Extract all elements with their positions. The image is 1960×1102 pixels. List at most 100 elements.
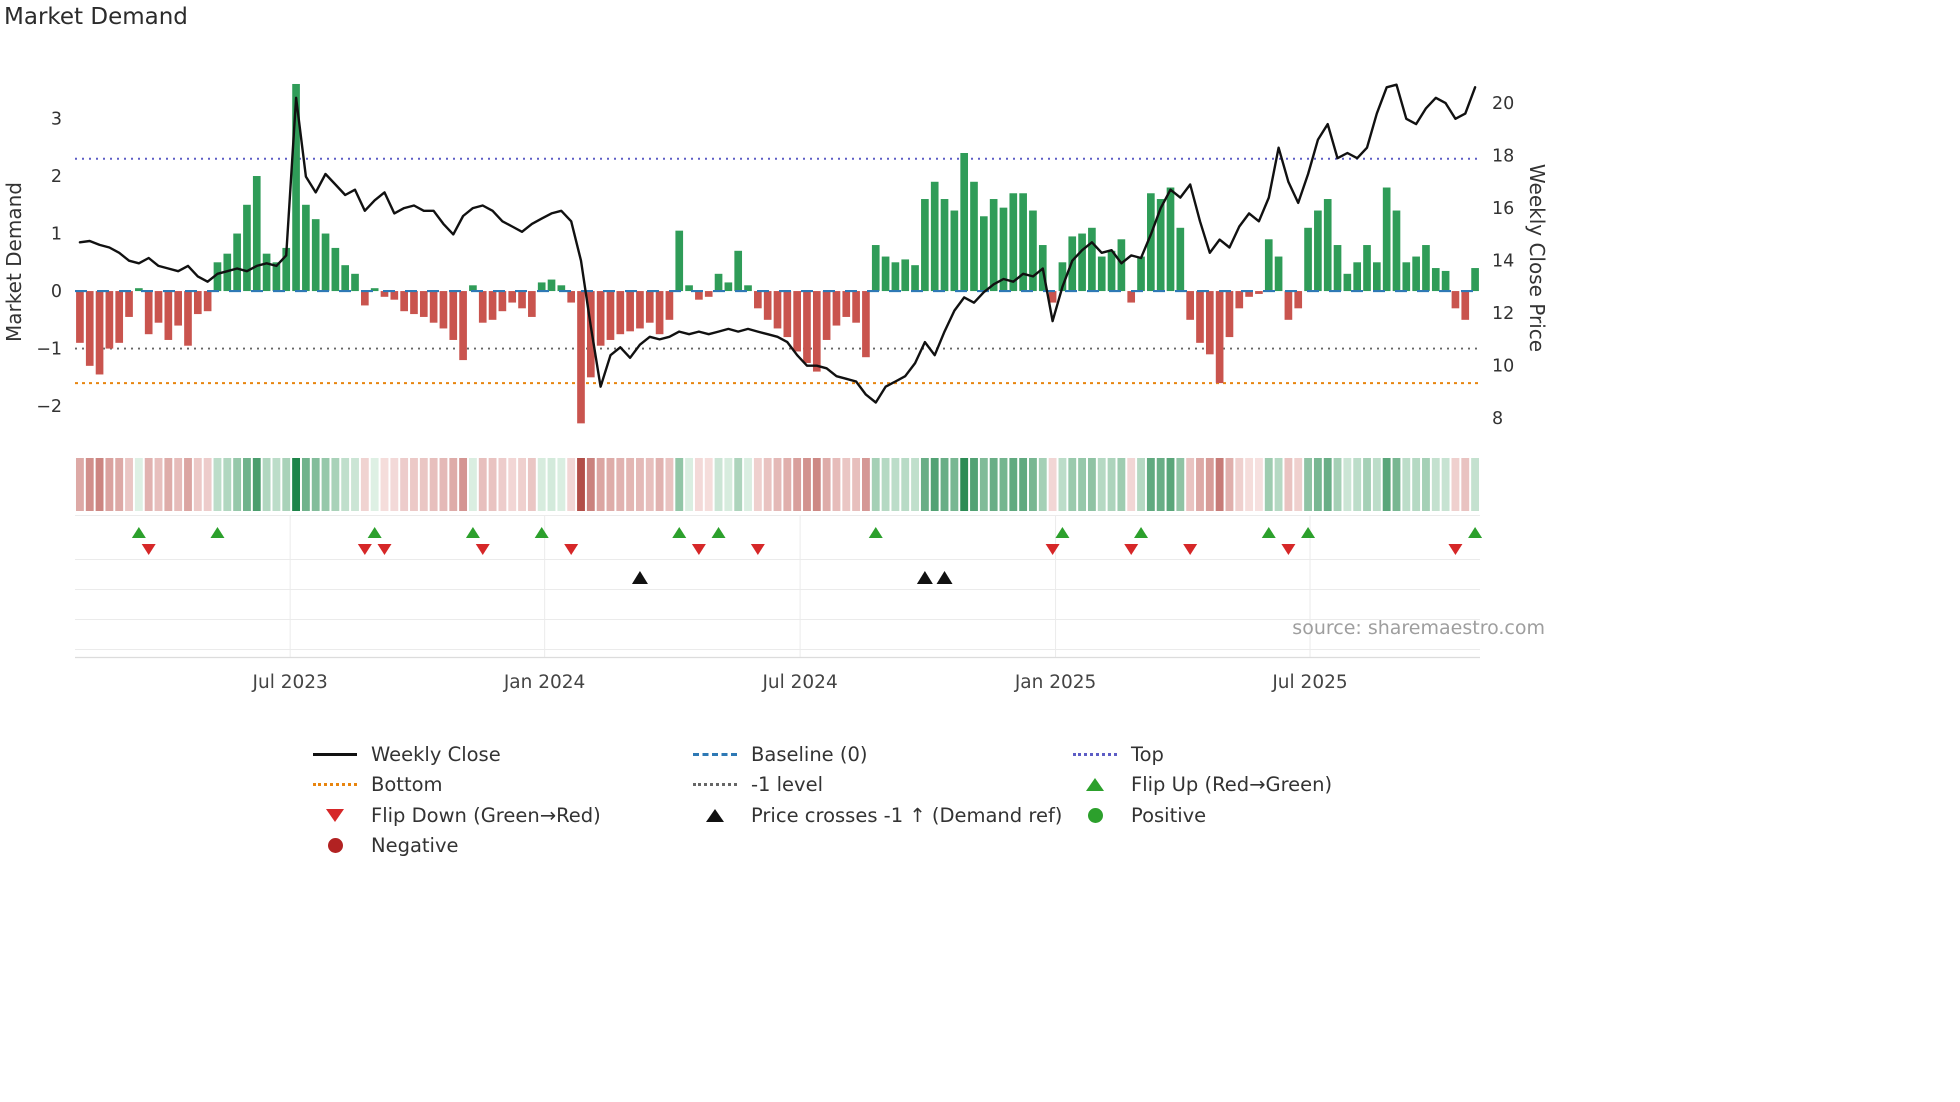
demand-bar	[724, 282, 733, 292]
flip-up-marker	[1261, 527, 1276, 538]
heatmap-cell	[1215, 458, 1224, 511]
heatmap-cell	[1392, 458, 1401, 511]
flip-down-marker	[475, 544, 490, 555]
heatmap-cell	[1255, 458, 1263, 511]
heatmap-cell	[1363, 458, 1371, 511]
demand-bar	[695, 291, 703, 300]
demand-bar	[449, 291, 458, 340]
heatmap-cell	[1451, 458, 1460, 511]
demand-bar	[1284, 291, 1293, 320]
flip-down-marker	[1045, 544, 1060, 555]
demand-bar	[1451, 291, 1460, 309]
heatmap-cell	[193, 458, 202, 511]
left-axis-tick: 0	[51, 282, 62, 302]
heatmap-cell	[498, 458, 507, 511]
heatmap-cell	[842, 458, 851, 511]
heatmap-cell	[645, 458, 654, 511]
demand-bar	[203, 291, 212, 312]
heatmap-cell	[1156, 458, 1165, 511]
right-axis-tick: 12	[1492, 304, 1514, 324]
heatmap-cell	[360, 458, 369, 511]
demand-bar	[1343, 273, 1352, 292]
heatmap-cell	[1225, 458, 1234, 511]
legend-item-price-cross: Price crosses -1 ↑ (Demand ref)	[693, 800, 1062, 831]
heatmap-cell	[1304, 458, 1312, 511]
demand-bar	[262, 253, 271, 292]
heatmap-cell	[1068, 458, 1077, 511]
flip-down-marker	[564, 544, 579, 555]
heatmap-cell	[1038, 458, 1047, 511]
demand-bar	[980, 216, 988, 292]
heatmap-cell	[311, 458, 320, 511]
flip-up-marker	[1055, 527, 1070, 538]
heatmap-cell	[1166, 458, 1175, 511]
demand-bar	[459, 291, 467, 361]
heatmap-cell	[233, 458, 242, 511]
swatch-shape	[1073, 752, 1117, 756]
heatmap-cell	[213, 458, 222, 511]
heatmap-cell	[400, 458, 409, 511]
flip-up-marker	[1134, 527, 1149, 538]
flip-down-marker	[750, 544, 765, 555]
heatmap-cell	[822, 458, 831, 511]
demand-bar	[940, 199, 949, 292]
demand-bar	[95, 291, 104, 375]
demand-bar	[960, 153, 969, 292]
right-axis-tick: 18	[1492, 147, 1514, 167]
heatmap-cell	[144, 458, 153, 511]
page-title: Market Demand	[4, 4, 188, 30]
heatmap-cell	[989, 458, 998, 511]
heatmap-cell	[439, 458, 448, 511]
heatmap-cell	[1176, 458, 1185, 511]
heatmap-cell	[518, 458, 526, 511]
x-axis-tick: Jan 2025	[1014, 672, 1096, 693]
heatmap-cell	[1343, 458, 1352, 511]
price-cross-marker	[936, 571, 953, 584]
demand-bar	[1196, 291, 1204, 343]
demand-bar	[1048, 291, 1057, 303]
heatmap-cell	[567, 458, 576, 511]
heatmap-cell	[468, 458, 477, 511]
bottom-line-icon	[313, 777, 357, 793]
heatmap-cell	[301, 458, 310, 511]
demand-bar	[842, 291, 851, 317]
x-axis-tick: Jul 2024	[761, 672, 837, 693]
demand-bar	[1382, 187, 1391, 292]
swatch-shape	[706, 808, 724, 822]
legend-item-positive: Positive	[1073, 800, 1332, 831]
demand-bar	[665, 291, 674, 320]
demand-bar	[85, 291, 94, 366]
demand-bar	[115, 291, 124, 343]
heatmap-cell	[1274, 458, 1283, 511]
demand-bar	[862, 291, 870, 358]
legend-label-flip-up: Flip Up (Red→Green)	[1131, 773, 1333, 797]
demand-bar	[822, 291, 831, 340]
demand-bar	[901, 259, 910, 292]
demand-bar	[1117, 239, 1126, 292]
demand-bar	[1304, 227, 1312, 292]
heatmap-cell	[223, 458, 232, 511]
flip-up-marker	[131, 527, 146, 538]
demand-bar	[1166, 187, 1175, 292]
demand-bar	[645, 291, 654, 323]
legend-item-flip-up: Flip Up (Red→Green)	[1073, 770, 1332, 801]
demand-bar	[655, 291, 664, 335]
demand-bar	[321, 233, 330, 292]
demand-bar	[685, 285, 693, 292]
demand-bar	[1156, 199, 1165, 292]
heatmap-cell	[930, 458, 939, 511]
heatmap-cell	[636, 458, 644, 511]
heatmap-cell	[1441, 458, 1450, 511]
demand-bar	[793, 291, 801, 352]
right-axis-tick: 10	[1492, 357, 1514, 377]
demand-bar	[518, 291, 526, 309]
heatmap-cell	[321, 458, 330, 511]
demand-bar	[144, 291, 153, 335]
heatmap-cell	[911, 458, 919, 511]
demand-bar	[704, 291, 713, 297]
demand-bar	[243, 204, 251, 292]
demand-bar	[1373, 262, 1381, 292]
demand-bar	[1029, 210, 1037, 292]
heatmap-cell	[891, 458, 900, 511]
